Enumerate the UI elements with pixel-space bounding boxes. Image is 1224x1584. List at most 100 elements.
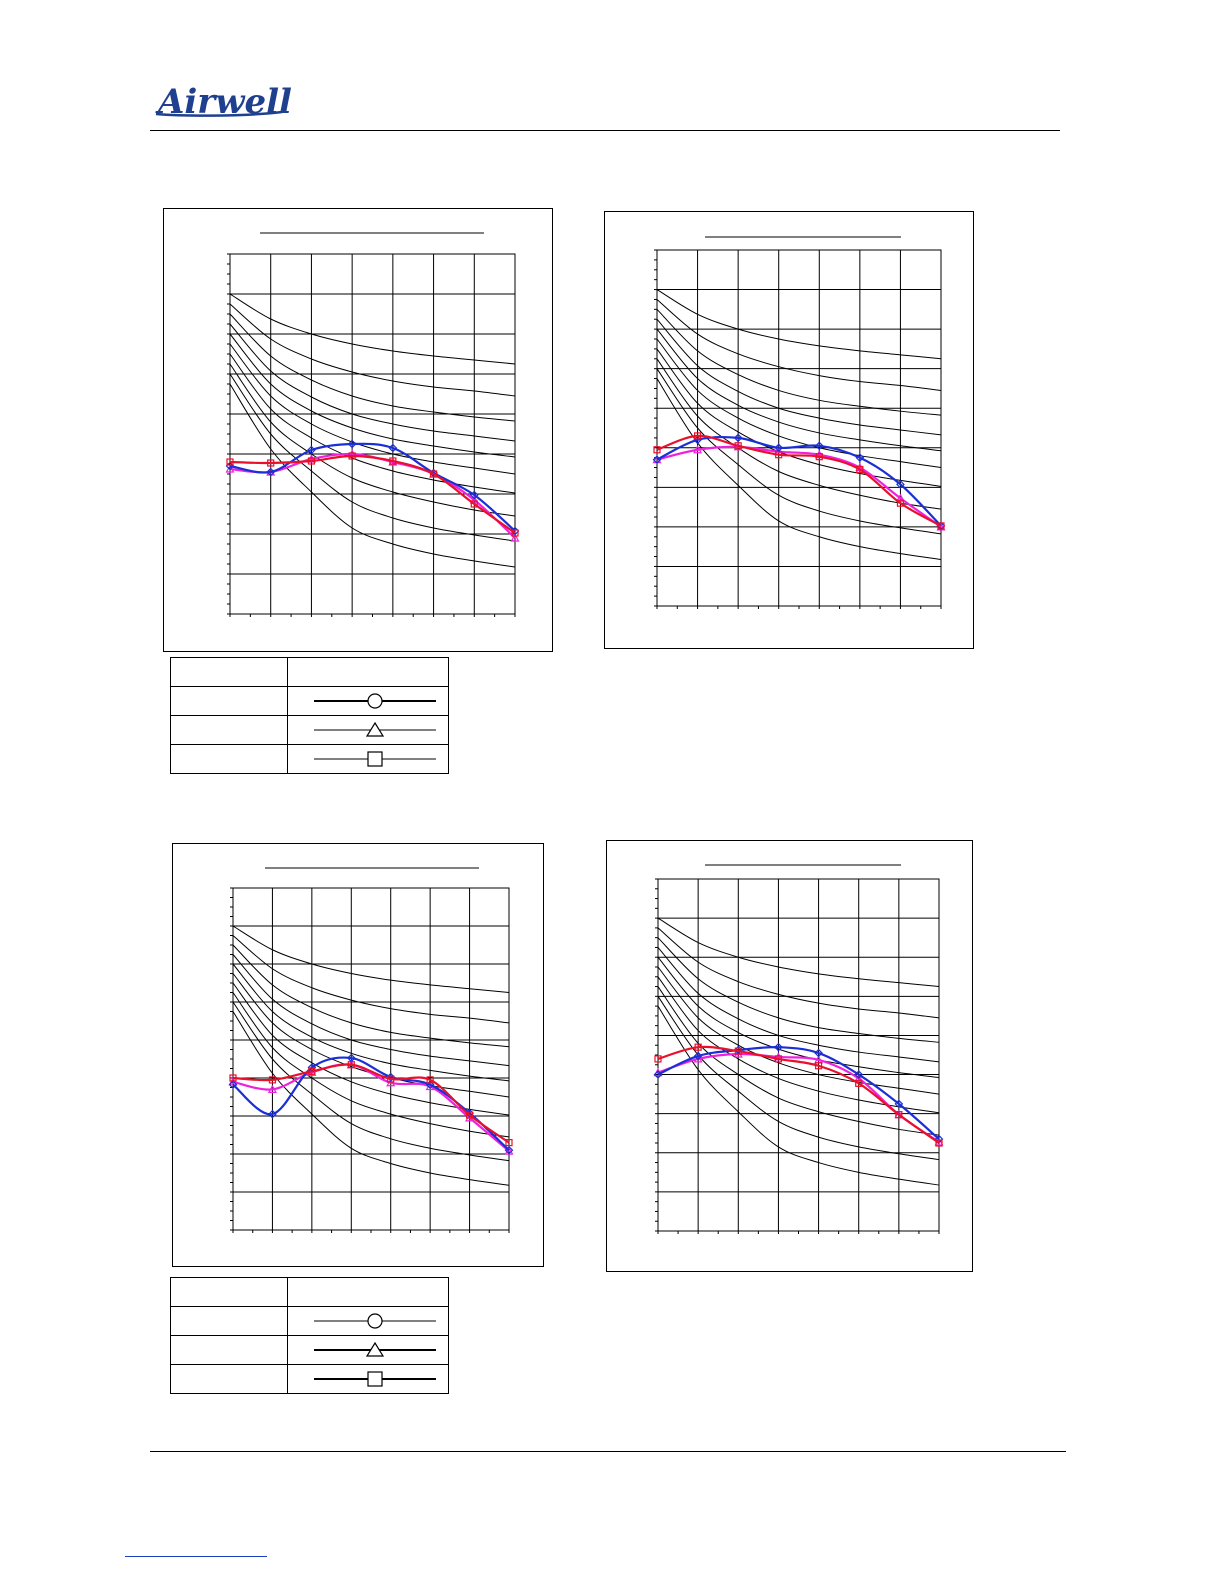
series-point [733, 433, 743, 443]
legend-header-right [287, 1277, 449, 1307]
chart-panel-1 [163, 208, 553, 652]
series-point [307, 457, 316, 465]
legend-symbol-svg [314, 1313, 436, 1329]
series-line [232, 1056, 510, 1152]
background-curve [229, 303, 516, 397]
series-point [268, 1076, 277, 1084]
background-curve [229, 313, 516, 422]
header-rule [150, 130, 1060, 131]
footer-link-underline [125, 1556, 267, 1557]
series-line [656, 445, 942, 528]
series-point [653, 1070, 663, 1079]
background-curve [657, 966, 940, 1095]
background-curve [232, 992, 510, 1138]
series-point [429, 470, 438, 478]
series-point [855, 1079, 863, 1087]
logo-swoosh [155, 110, 283, 117]
legend-symbol-svg [314, 1341, 436, 1357]
legend-symbol-svg [314, 751, 436, 767]
series-point [268, 1109, 277, 1119]
series-point [894, 1099, 904, 1109]
legend-symbol [287, 715, 449, 745]
legend-symbol [287, 686, 449, 716]
series-point [228, 1080, 238, 1089]
legend-label [170, 715, 288, 745]
background-curve [232, 944, 510, 1048]
background-curve [656, 289, 942, 360]
background-curve [229, 323, 516, 442]
legend-label [170, 1306, 288, 1336]
series-point [267, 459, 275, 467]
airwell-logo: Airwell [155, 82, 292, 122]
legend-label [170, 1335, 288, 1365]
background-curve [657, 947, 940, 1063]
background-curve [656, 308, 942, 416]
legend-symbol-svg [314, 693, 436, 709]
background-curve [229, 333, 516, 458]
series-point [266, 467, 276, 477]
series-point [347, 439, 357, 449]
series-point [653, 446, 661, 454]
series-point [896, 499, 905, 507]
series-point [426, 1076, 434, 1084]
series-point [510, 533, 520, 542]
series-point [774, 1055, 783, 1063]
legend-symbol-svg [314, 721, 436, 737]
background-curve [232, 954, 510, 1067]
chart-2-svg [652, 236, 946, 609]
series-point [814, 1048, 823, 1058]
series-point [226, 458, 234, 466]
series-point [814, 1062, 823, 1070]
series-point [896, 480, 905, 489]
series-point [504, 1145, 514, 1155]
square-icon [367, 1371, 383, 1387]
series-point [652, 455, 662, 464]
triangle-icon [365, 1341, 385, 1357]
series-point [387, 1075, 395, 1083]
series-point [895, 493, 905, 502]
background-curve [656, 328, 942, 452]
series-point [465, 1111, 474, 1119]
background-curve [232, 1001, 510, 1162]
series-point [814, 441, 824, 451]
series-point [470, 500, 478, 508]
circle-icon [367, 693, 383, 709]
chart-panel-2 [604, 211, 974, 649]
background-curve [656, 368, 942, 535]
legend-header-right [287, 657, 449, 687]
series-point [693, 1054, 703, 1063]
chart-panel-3 [172, 843, 544, 1267]
chart-3-svg [228, 867, 514, 1233]
background-curve [657, 956, 940, 1078]
legend-table-1 [170, 657, 449, 774]
circle-icon [367, 1313, 383, 1329]
series-point [654, 1055, 662, 1063]
chart-1-svg [225, 232, 520, 617]
series-point [734, 442, 742, 450]
background-curve [232, 925, 510, 993]
series-point [935, 1139, 943, 1147]
series-point [347, 1061, 355, 1069]
background-curve [656, 299, 942, 391]
background-curve [656, 338, 942, 469]
legend-symbol [287, 1335, 449, 1365]
legend-header-left [170, 1277, 288, 1307]
legend-label [170, 1364, 288, 1394]
series-point [856, 465, 864, 474]
square-icon [367, 751, 383, 767]
background-curve [229, 353, 516, 494]
legend-symbol [287, 744, 449, 774]
series-point [348, 452, 356, 460]
series-point [855, 453, 865, 463]
background-curve [657, 937, 940, 1043]
series-point [469, 490, 479, 500]
series-point [693, 1051, 703, 1061]
series-point [854, 1073, 864, 1083]
series-line [229, 442, 516, 532]
series-point [854, 1070, 864, 1079]
series-point [694, 1043, 702, 1051]
legend-symbol-svg [314, 1371, 436, 1387]
background-curve [657, 986, 940, 1136]
legend-symbol [287, 1364, 449, 1394]
chart-panel-4 [606, 840, 973, 1272]
